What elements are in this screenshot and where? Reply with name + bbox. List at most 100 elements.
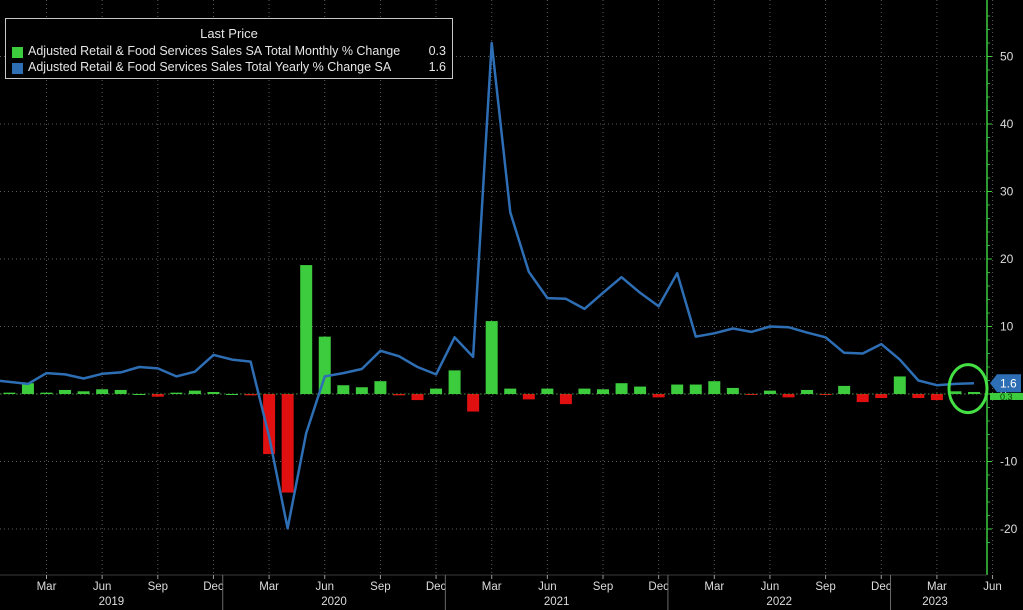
yearly-change-line <box>0 41 975 530</box>
x-tick-label: Mar <box>927 581 947 593</box>
monthly-change-bars <box>0 265 987 493</box>
year-label: 2023 <box>922 596 948 608</box>
last-value-tag-text: 0.3 <box>1000 392 1013 402</box>
bar-mark <box>597 389 609 394</box>
bar-mark <box>355 387 368 394</box>
bar-mark <box>207 391 220 394</box>
bar-mark <box>912 394 925 399</box>
y-tick-label: 30 <box>1000 185 1014 199</box>
bar-mark <box>763 390 776 394</box>
bar-mark <box>226 394 238 395</box>
bar-mark <box>968 391 980 394</box>
year-label: 2021 <box>544 596 570 608</box>
legend-value-monthly: 0.3 <box>428 44 446 58</box>
yearly-series-line <box>0 41 975 530</box>
bar-mark <box>634 386 647 394</box>
bar-mark <box>819 394 832 395</box>
x-tick-label: Mar <box>482 581 502 593</box>
x-tick-label: Dec <box>426 581 447 593</box>
bar-mark <box>522 394 535 400</box>
latest-value-markers: 1.60.3 <box>947 363 1023 415</box>
legend-swatch-yearly <box>12 63 23 74</box>
bar-mark <box>430 388 443 394</box>
last-value-tag-bg <box>990 392 1023 400</box>
bar-mark <box>578 388 591 394</box>
bar-mark <box>745 394 758 395</box>
x-tick-label: Mar <box>37 581 57 593</box>
bar-mark <box>244 394 257 396</box>
legend-label-yearly: Adjusted Retail & Food Services Sales To… <box>28 60 392 74</box>
bar-mark <box>151 394 164 397</box>
bar-mark <box>875 394 888 399</box>
y-tick-label: -10 <box>1000 455 1018 469</box>
bar-mark <box>726 387 739 394</box>
bar-mark <box>504 388 517 394</box>
bar-mark <box>838 385 851 394</box>
x-tick-label: Dec <box>871 581 892 593</box>
x-tick-label: Dec <box>203 581 224 593</box>
bar-mark <box>133 394 146 395</box>
bar-mark <box>114 389 127 394</box>
y-tick-label: -20 <box>1000 522 1018 536</box>
bar-mark <box>801 389 814 394</box>
x-axis: Mar Jun Sep Dec Mar Jun Sep Dec Mar Jun Sep Dec Mar J… <box>0 574 1002 610</box>
legend-title: Last Price <box>200 26 258 41</box>
chart-legend: Last Price Adjusted Retail & Food Servic… <box>5 18 453 79</box>
bar-mark <box>3 392 16 394</box>
x-tick-label: Jun <box>983 581 1002 593</box>
bar-mark <box>170 392 183 394</box>
y-tick-label: 20 <box>1000 252 1014 266</box>
bar-mark <box>281 394 294 493</box>
x-tick-label: Sep <box>370 581 390 593</box>
highlight-circle <box>947 363 989 415</box>
bar-mark <box>77 391 90 394</box>
y-tick-label: 50 <box>1000 50 1014 64</box>
bar-mark <box>374 381 387 394</box>
x-tick-label: Jun <box>315 581 334 593</box>
bar-mark <box>893 376 906 394</box>
bar-mark <box>485 321 498 394</box>
legend-value-yearly: 1.6 <box>428 60 446 74</box>
bar-mark <box>263 394 276 455</box>
last-value-tag-bg <box>990 374 1021 393</box>
y-tick-label: 40 <box>1000 117 1014 131</box>
bar-mark <box>467 394 480 412</box>
last-value-tag-monthly: 0.3 <box>990 392 1023 402</box>
bar-mark <box>652 394 665 398</box>
bar-mark <box>59 389 72 394</box>
y-tick-label: 10 <box>1000 320 1014 334</box>
year-label: 2019 <box>99 596 125 608</box>
bar-mark <box>40 392 53 394</box>
x-tick-label: Mar <box>259 581 279 593</box>
legend-swatch-monthly <box>12 47 23 58</box>
bar-mark <box>188 390 201 394</box>
bar-mark <box>300 265 313 394</box>
bar-mark <box>949 391 962 394</box>
bar-mark <box>708 381 721 394</box>
bar-mark <box>541 388 554 394</box>
bar-mark <box>782 394 795 398</box>
right-y-axis: -20-1001020304050 <box>986 0 1018 575</box>
x-tick-label: Jun <box>93 581 112 593</box>
bar-mark <box>856 394 869 403</box>
bar-mark <box>689 384 702 394</box>
x-tick-label: Jun <box>538 581 557 593</box>
bar-mark <box>559 394 572 405</box>
bar-mark <box>392 394 405 396</box>
legend-item-yearly: Adjusted Retail & Food Services Sales To… <box>12 60 446 77</box>
bar-mark <box>671 384 684 394</box>
last-value-tag-yearly: 1.6 <box>990 374 1021 393</box>
bar-mark <box>448 370 461 394</box>
bar-mark <box>96 389 109 394</box>
x-tick-label: Sep <box>815 581 835 593</box>
x-tick-label: Sep <box>148 581 168 593</box>
x-tick-label: Jun <box>761 581 780 593</box>
bar-mark <box>21 383 34 394</box>
x-tick-label: Mar <box>704 581 724 593</box>
x-tick-label: Dec <box>648 581 669 593</box>
bar-mark <box>318 336 331 394</box>
bar-mark <box>615 383 628 394</box>
legend-item-monthly: Adjusted Retail & Food Services Sales SA… <box>12 44 446 61</box>
bar-mark <box>337 385 350 394</box>
